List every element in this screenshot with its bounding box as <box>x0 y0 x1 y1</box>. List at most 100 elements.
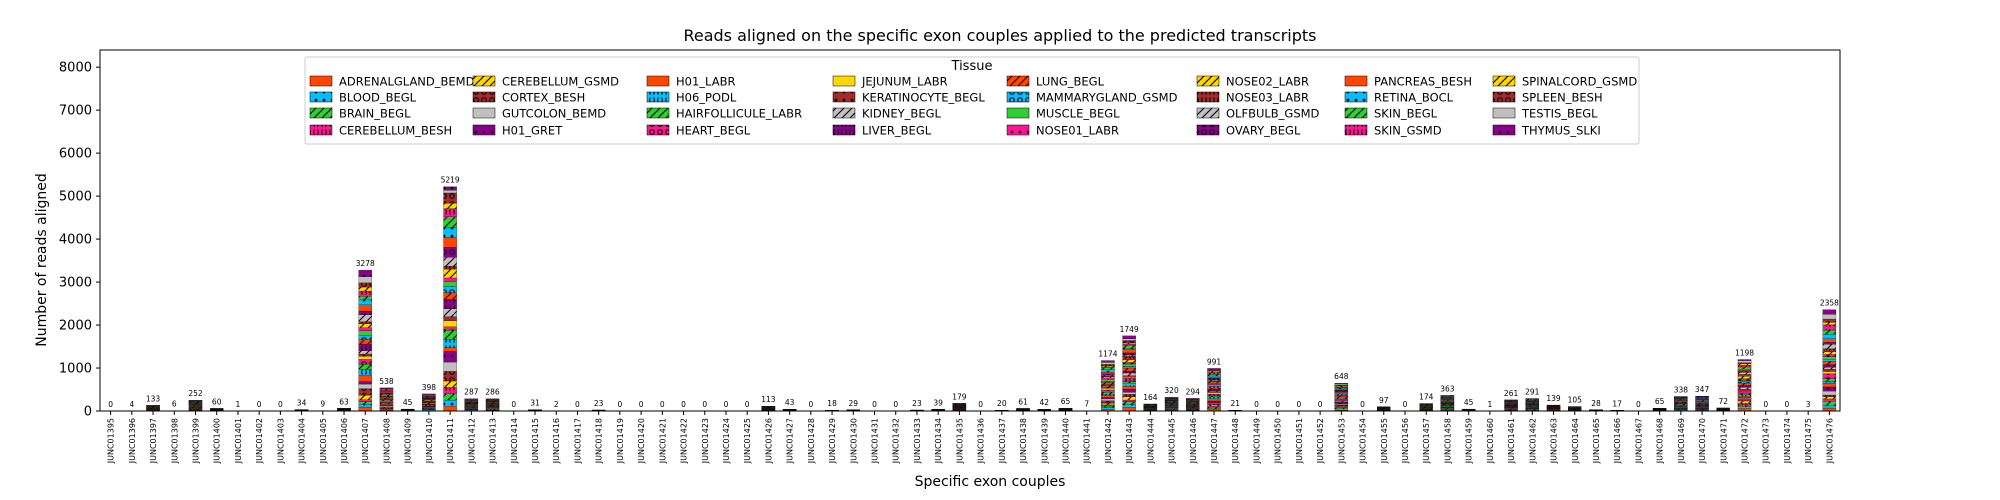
bar-JUNC01411 <box>443 186 457 412</box>
legend-swatch <box>1344 107 1368 119</box>
bar-segment-hairfollicule_labr <box>443 330 457 340</box>
legend-label: TESTIS_BEGL <box>1521 107 1598 121</box>
legend-swatch <box>472 75 496 87</box>
legend-swatch <box>1344 91 1368 103</box>
x-tick-label: JUNC01474 <box>1783 418 1792 464</box>
bar-JUNC01444 <box>1143 403 1158 412</box>
bar-segment-blood_begl <box>1122 404 1136 408</box>
legend-swatch <box>1006 91 1030 103</box>
bar-segment-skin_gsmd <box>1822 324 1837 331</box>
bar-total-label: 1 <box>236 400 241 409</box>
legend-item: PANCREAS_BESH <box>1344 75 1472 89</box>
bar-segment-spinalcord_gsmd <box>1822 322 1837 325</box>
bar-segment-skin_gsmd <box>379 389 394 392</box>
bar-segment-gutcolon_bemd <box>1101 398 1115 401</box>
x-tick-label: JUNC01453 <box>1337 418 1346 464</box>
x-tick-label: JUNC01424 <box>722 418 731 464</box>
bar-segment-thymus_slki <box>1334 383 1349 385</box>
bar-total-label: 139 <box>1546 394 1561 403</box>
bar-segment-muscle_begl <box>1207 384 1221 387</box>
bar-segment-brain_begl <box>1207 407 1221 409</box>
bar-total-label: 1174 <box>1098 350 1117 359</box>
bar-segment-thymus_slki <box>1101 360 1115 363</box>
legend-item: OVARY_BEGL <box>1196 124 1301 138</box>
legend-item: SPLEEN_BESH <box>1492 91 1603 105</box>
bar-total-label: 0 <box>1403 400 1408 409</box>
y-axis-label: Number of reads aligned <box>34 173 50 347</box>
bar-segment-h01_labr <box>379 404 394 406</box>
x-tick-label: JUNC01409 <box>404 418 413 464</box>
bar-segment-spinalcord_gsmd <box>1737 363 1752 366</box>
x-tick-label: JUNC01466 <box>1613 418 1622 464</box>
bar-segment-mammarygland_gsmd <box>1101 381 1115 383</box>
x-tick-label: JUNC01407 <box>361 418 370 464</box>
bar-JUNC01462 <box>1525 398 1540 412</box>
bar-JUNC01463 <box>1546 404 1561 412</box>
bar-total-label: 538 <box>379 377 394 386</box>
bar-total-label: 0 <box>660 400 665 409</box>
legend: Tissue ADRENALGLAND_BEMD BLOOD_BEGL BRAIN_… <box>304 56 1640 145</box>
bar-total-label: 97 <box>1379 396 1389 405</box>
bar-segment-testis_begl <box>1101 362 1115 365</box>
x-tick-label: JUNC01428 <box>807 418 816 464</box>
legend-swatch <box>472 124 496 136</box>
x-tick-label: JUNC01462 <box>1528 418 1537 464</box>
legend-item: BLOOD_BEGL <box>309 91 417 105</box>
bar-total-label: 34 <box>297 399 307 408</box>
bar-segment-nose03_labr <box>443 265 457 270</box>
bar-segment-blood_begl <box>1334 408 1349 411</box>
bar-segment-muscle_begl <box>443 281 457 287</box>
x-tick-label: JUNC01437 <box>998 418 1007 464</box>
bar-segment-spinalcord_gsmd <box>358 286 372 292</box>
bar-segment-skin_gsmd <box>1207 372 1221 375</box>
bar-segment-spinalcord_gsmd <box>1334 385 1349 388</box>
bar-segment-skin_gsmd <box>1334 386 1349 388</box>
x-tick-label: JUNC01470 <box>1698 418 1707 464</box>
x-tick-label: JUNC01454 <box>1359 418 1368 464</box>
bar-segment-cortex_besh <box>1334 404 1349 407</box>
bar-segment-olfbulb_gsmd <box>1737 372 1752 375</box>
bar-total-label: 7 <box>1084 400 1089 409</box>
bar-segment-blood_begl <box>1737 406 1752 409</box>
bar-total-label: 45 <box>1464 398 1474 407</box>
legend-label: JEJUNUM_LABR <box>861 75 948 89</box>
bar-segment-h01_gret <box>443 351 457 363</box>
bar-segment-nose03_labr <box>1737 374 1752 377</box>
bar-segment-heart_begl <box>358 359 372 365</box>
bar-segment-cerebellum_besh <box>1822 398 1837 402</box>
bar-segment-mammarygland_gsmd <box>1207 385 1221 389</box>
bar-segment-gutcolon_bemd <box>443 361 457 372</box>
chart-title: Reads aligned on the specific exon coupl… <box>683 26 1316 45</box>
x-tick-label: JUNC01459 <box>1465 418 1474 464</box>
bar-segment-nose03_labr <box>1822 348 1837 352</box>
bar-JUNC01464 <box>1568 406 1582 412</box>
bar-segment-thymus_slki <box>422 393 436 395</box>
legend-label: SKIN_BEGL <box>1374 107 1438 121</box>
bar-segment-ovary_begl <box>1122 352 1136 356</box>
x-tick-label: JUNC01406 <box>340 418 349 464</box>
x-tick-label: JUNC01432 <box>892 418 901 464</box>
x-tick-label: JUNC01435 <box>955 418 964 464</box>
bar-total-label: 65 <box>1061 397 1071 406</box>
bar-JUNC01399 <box>188 400 203 412</box>
bar-segment-hairfollicule_labr <box>1334 400 1349 403</box>
bar-total-label: 286 <box>485 388 500 397</box>
legend-label: NOSE02_LABR <box>1226 75 1309 89</box>
bar-segment-skin_gsmd <box>358 290 372 297</box>
legend-label: THYMUS_SLKI <box>1521 124 1601 138</box>
bar-segment-cerebellum_besh <box>1334 406 1349 408</box>
bar-segment-skin_begl <box>1207 374 1221 377</box>
bar-segment-brain_begl <box>443 393 457 401</box>
bar-total-label: 0 <box>702 400 707 409</box>
legend-swatch <box>1196 124 1220 136</box>
bar-segment-muscle_begl <box>358 330 372 336</box>
bar-segment-heart_begl <box>1122 378 1136 382</box>
bar-total-label: 0 <box>1360 400 1365 409</box>
bar-segment-nose02_labr <box>1122 359 1136 363</box>
x-tick-label: JUNC01401 <box>234 418 243 464</box>
bar-JUNC01443 <box>1122 335 1136 412</box>
bar-total-label: 3278 <box>356 259 375 268</box>
bar-JUNC01426 <box>761 406 776 412</box>
bar-segment-blood_begl <box>422 409 436 411</box>
bar-total-label: 17 <box>1612 399 1622 408</box>
